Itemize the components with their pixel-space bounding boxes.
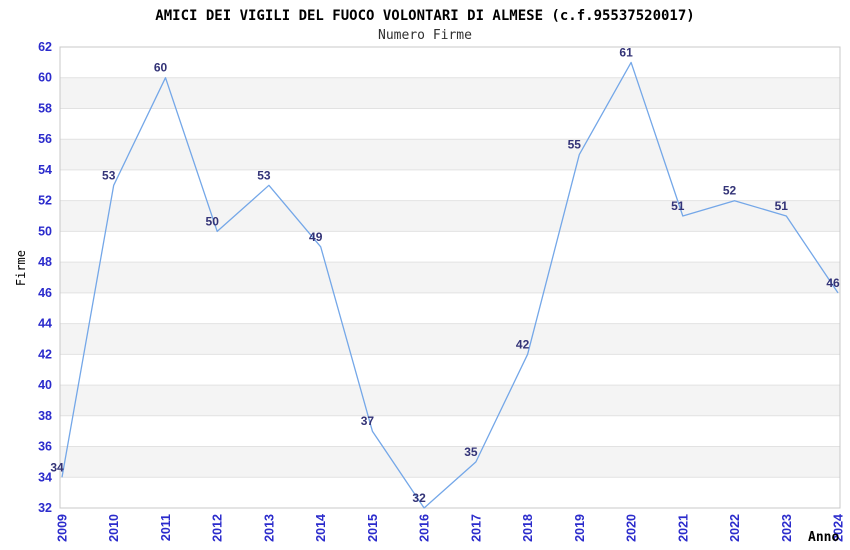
x-tick-label: 2010	[107, 514, 121, 542]
x-tick-label: 2017	[469, 514, 483, 542]
x-tick-label: 2018	[521, 514, 535, 542]
plot-band	[60, 262, 840, 293]
y-tick-label: 50	[38, 224, 52, 238]
data-label: 42	[516, 337, 530, 351]
plot-band	[60, 446, 840, 478]
y-tick-label: 62	[38, 40, 52, 54]
y-tick-label: 48	[38, 255, 52, 269]
y-tick-label: 54	[38, 163, 52, 177]
data-label: 51	[775, 199, 789, 213]
x-tick-label: 2015	[366, 514, 380, 542]
chart-subtitle: Numero Firme	[378, 28, 472, 43]
x-tick-label: 2020	[625, 514, 639, 542]
chart-title: AMICI DEI VIGILI DEL FUOCO VOLONTARI DI …	[155, 8, 695, 24]
data-label: 55	[568, 138, 582, 152]
y-tick-label: 40	[38, 378, 52, 392]
y-tick-label: 44	[38, 317, 52, 331]
x-tick-label: 2009	[56, 514, 70, 542]
data-label: 50	[206, 214, 220, 228]
y-tick-label: 46	[38, 286, 52, 300]
y-tick-label: 36	[38, 440, 52, 454]
y-tick-label: 42	[38, 347, 52, 361]
x-tick-label: 2023	[780, 514, 794, 542]
plot-band	[60, 323, 840, 355]
plot-band	[60, 77, 840, 109]
plot-band	[60, 200, 840, 232]
data-label: 34	[50, 460, 64, 474]
x-tick-label: 2013	[262, 514, 276, 542]
x-tick-label: 2021	[676, 514, 690, 542]
plot-border	[59, 46, 841, 509]
x-tick-label: 2016	[418, 514, 432, 542]
data-label: 37	[361, 414, 375, 428]
data-label: 53	[102, 168, 116, 182]
y-tick-label: 32	[38, 501, 52, 515]
x-axis-title: Anno	[808, 530, 840, 545]
data-label: 53	[257, 168, 271, 182]
data-label: 60	[154, 61, 168, 75]
y-tick-label: 34	[38, 470, 52, 484]
y-tick-label: 58	[38, 102, 52, 116]
x-tick-label: 2019	[573, 514, 587, 542]
x-tick-label: 2014	[314, 514, 328, 542]
data-label: 35	[464, 445, 478, 459]
y-axis-title: Firme	[14, 250, 28, 287]
x-tick-label: 2012	[211, 514, 225, 542]
x-tick-label: 2022	[728, 514, 742, 542]
data-label: 32	[412, 491, 426, 505]
series-line	[61, 61, 839, 509]
plot-band	[60, 385, 840, 416]
x-tick-label: 2011	[159, 514, 173, 541]
data-label: 49	[309, 230, 323, 244]
x-tick-label: 2024	[832, 514, 846, 542]
y-tick-label: 60	[38, 71, 52, 85]
data-label: 46	[826, 276, 840, 290]
plot-band	[60, 139, 840, 170]
y-tick-label: 56	[38, 132, 52, 146]
y-tick-label: 38	[38, 409, 52, 423]
data-label: 61	[619, 45, 633, 59]
data-label: 52	[723, 184, 737, 198]
data-label: 51	[671, 199, 685, 213]
y-tick-label: 52	[38, 194, 52, 208]
